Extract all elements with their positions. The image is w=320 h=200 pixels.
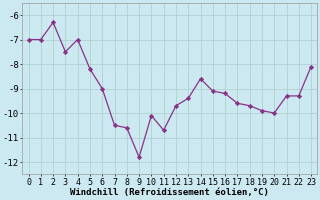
X-axis label: Windchill (Refroidissement éolien,°C): Windchill (Refroidissement éolien,°C) (70, 188, 269, 197)
